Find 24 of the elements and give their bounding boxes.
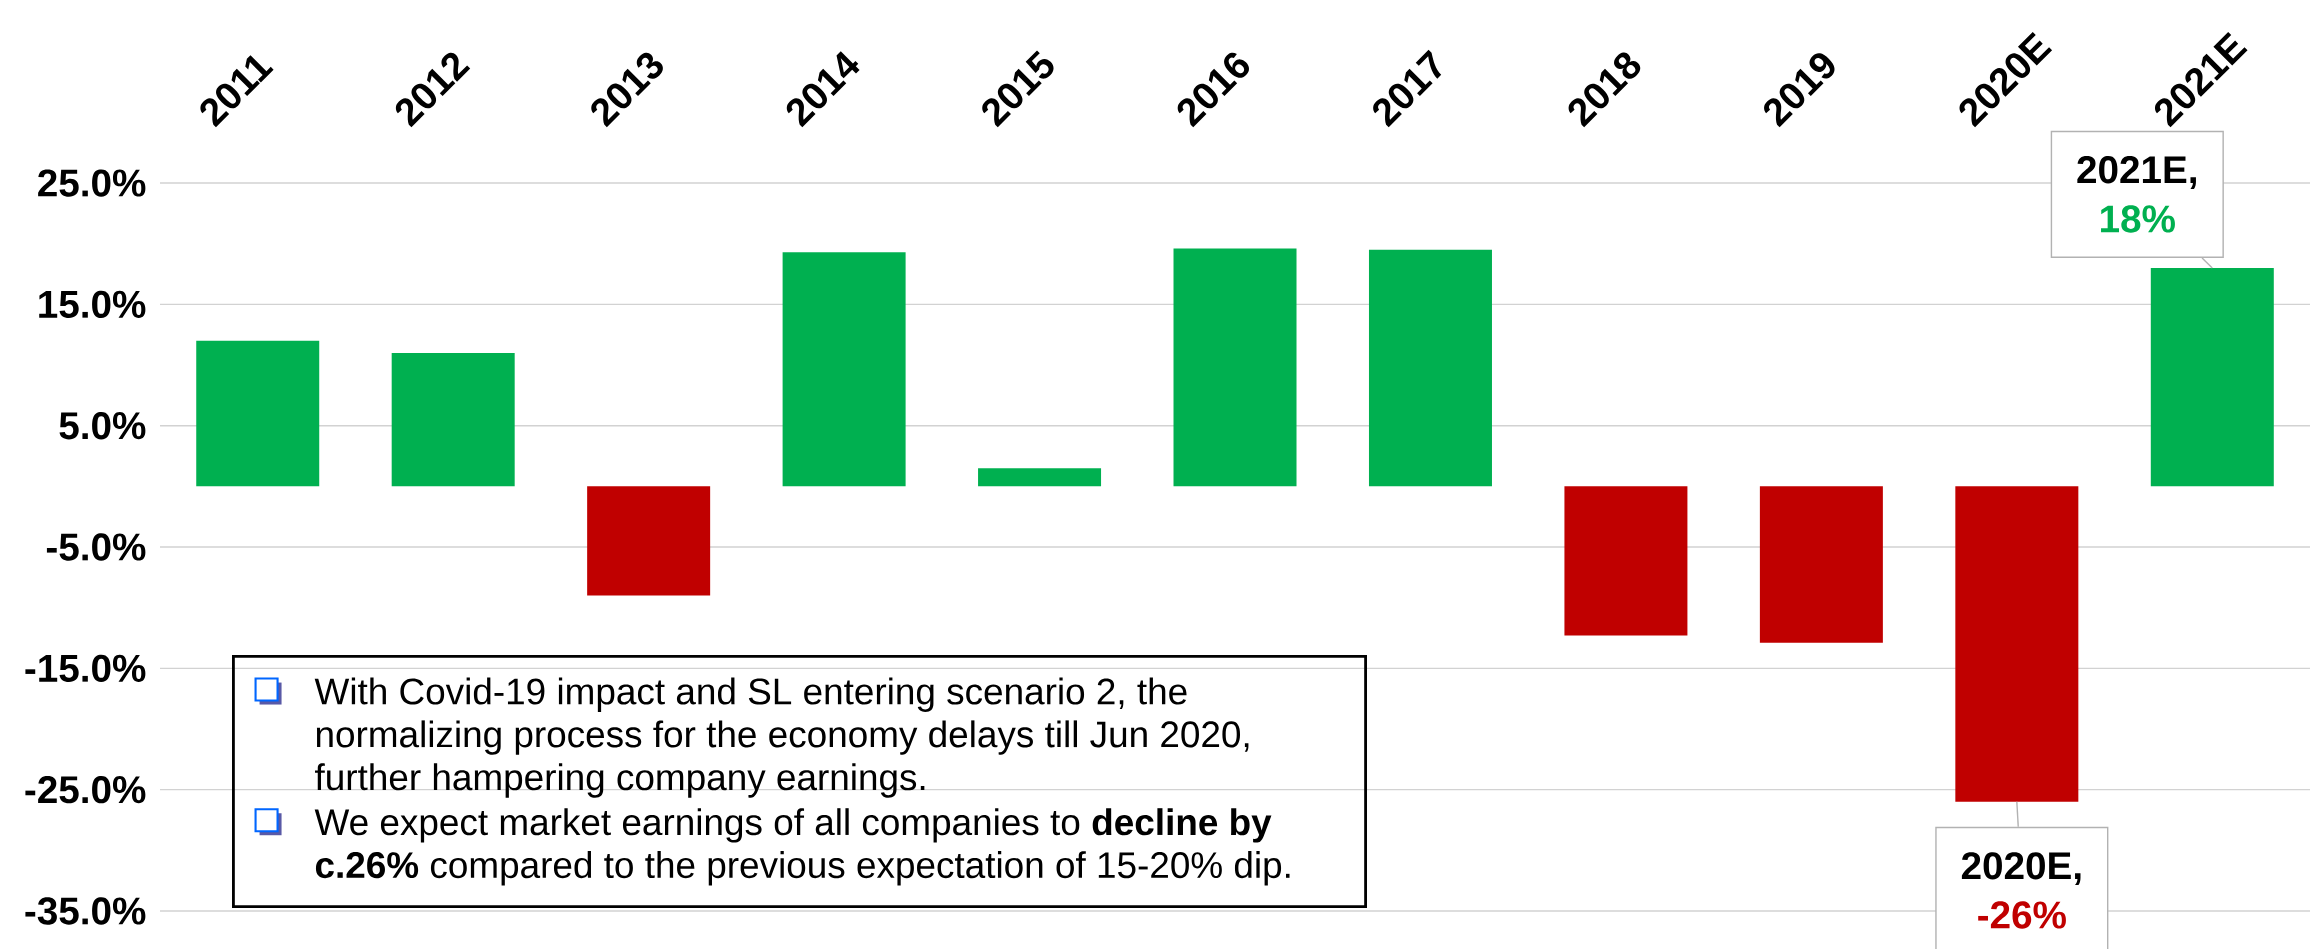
- y-tick-label: -25.0%: [25, 776, 146, 804]
- y-tick-label: 5.0%: [59, 412, 146, 440]
- bar: [391, 352, 515, 487]
- y-tick-label: -5.0%: [46, 533, 146, 561]
- bar: [587, 486, 711, 596]
- bar: [2150, 267, 2274, 487]
- bar: [1955, 486, 2079, 802]
- bar: [782, 252, 906, 487]
- annotation: 2021E,: [2077, 156, 2196, 190]
- bar: [1564, 486, 1688, 636]
- bar: [1759, 486, 1883, 643]
- annotation: 2020E,: [1961, 852, 2081, 886]
- bar: [1173, 248, 1297, 487]
- y-tick-label: -15.0%: [25, 654, 146, 683]
- y-tick-label: 15.0%: [39, 290, 146, 319]
- text: We expect market earnings of all companies to decline by c.26% compared to the previous expectation of 15-20% dip.: [314, 808, 1290, 886]
- y-tick-label: -35.0%: [25, 897, 146, 925]
- bar: [978, 468, 1102, 487]
- bar: [196, 340, 320, 487]
- y-tick-label: 25.0%: [38, 169, 146, 197]
- data-label: -26%: [1978, 901, 2066, 929]
- annotation: With Covid-19 impact and SL entering scenario 2, the normalizing process for the economy delays till Jun 2020, further hampering company earnings.: [314, 677, 1249, 798]
- bar: [1368, 249, 1492, 487]
- data-label: 18%: [2101, 205, 2175, 233]
